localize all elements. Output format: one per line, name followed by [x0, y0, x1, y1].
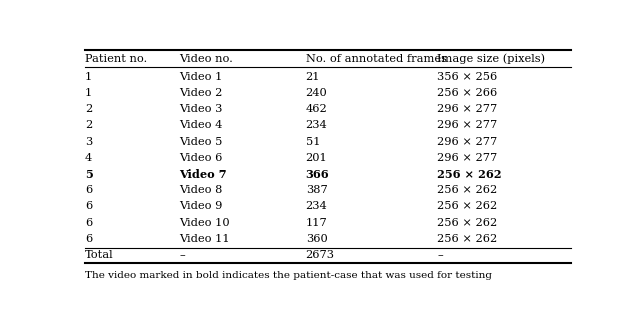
- Text: 256 × 262: 256 × 262: [437, 185, 497, 195]
- Text: 256 × 262: 256 × 262: [437, 168, 502, 179]
- Text: 1: 1: [85, 88, 92, 98]
- Text: 117: 117: [306, 218, 328, 228]
- Text: 2: 2: [85, 104, 92, 114]
- Text: 5: 5: [85, 168, 93, 179]
- Text: Video 8: Video 8: [179, 185, 223, 195]
- Text: 234: 234: [306, 201, 328, 211]
- Text: 4: 4: [85, 153, 92, 163]
- Text: 296 × 277: 296 × 277: [437, 104, 497, 114]
- Text: 256 × 262: 256 × 262: [437, 234, 497, 244]
- Text: Video 4: Video 4: [179, 120, 223, 130]
- Text: 6: 6: [85, 185, 92, 195]
- Text: 201: 201: [306, 153, 328, 163]
- Text: The video marked in bold indicates the patient-case that was used for testing: The video marked in bold indicates the p…: [85, 271, 492, 280]
- Text: 296 × 277: 296 × 277: [437, 137, 497, 147]
- Text: 3: 3: [85, 137, 92, 147]
- Text: Video 11: Video 11: [179, 234, 230, 244]
- Text: 6: 6: [85, 201, 92, 211]
- Text: 21: 21: [306, 72, 320, 82]
- Text: 256 × 266: 256 × 266: [437, 88, 497, 98]
- Text: –: –: [437, 250, 443, 260]
- Text: 366: 366: [306, 168, 330, 179]
- Text: 356 × 256: 356 × 256: [437, 72, 497, 82]
- Text: Total: Total: [85, 250, 113, 260]
- Text: 234: 234: [306, 120, 328, 130]
- Text: 256 × 262: 256 × 262: [437, 201, 497, 211]
- Text: 256 × 262: 256 × 262: [437, 218, 497, 228]
- Text: Image size (pixels): Image size (pixels): [437, 54, 545, 64]
- Text: Video 7: Video 7: [179, 168, 227, 179]
- Text: 296 × 277: 296 × 277: [437, 120, 497, 130]
- Text: –: –: [179, 250, 185, 260]
- Text: Video 6: Video 6: [179, 153, 223, 163]
- Text: 2: 2: [85, 120, 92, 130]
- Text: 240: 240: [306, 88, 328, 98]
- Text: No. of annotated frames: No. of annotated frames: [306, 54, 447, 64]
- Text: 387: 387: [306, 185, 328, 195]
- Text: 296 × 277: 296 × 277: [437, 153, 497, 163]
- Text: 462: 462: [306, 104, 328, 114]
- Text: 2673: 2673: [306, 250, 335, 260]
- Text: Video 2: Video 2: [179, 88, 223, 98]
- Text: Patient no.: Patient no.: [85, 54, 147, 64]
- Text: Video 10: Video 10: [179, 218, 230, 228]
- Text: 360: 360: [306, 234, 328, 244]
- Text: 51: 51: [306, 137, 320, 147]
- Text: Video no.: Video no.: [179, 54, 233, 64]
- Text: Video 3: Video 3: [179, 104, 223, 114]
- Text: 6: 6: [85, 234, 92, 244]
- Text: 6: 6: [85, 218, 92, 228]
- Text: Video 9: Video 9: [179, 201, 223, 211]
- Text: Video 5: Video 5: [179, 137, 223, 147]
- Text: Video 1: Video 1: [179, 72, 223, 82]
- Text: 1: 1: [85, 72, 92, 82]
